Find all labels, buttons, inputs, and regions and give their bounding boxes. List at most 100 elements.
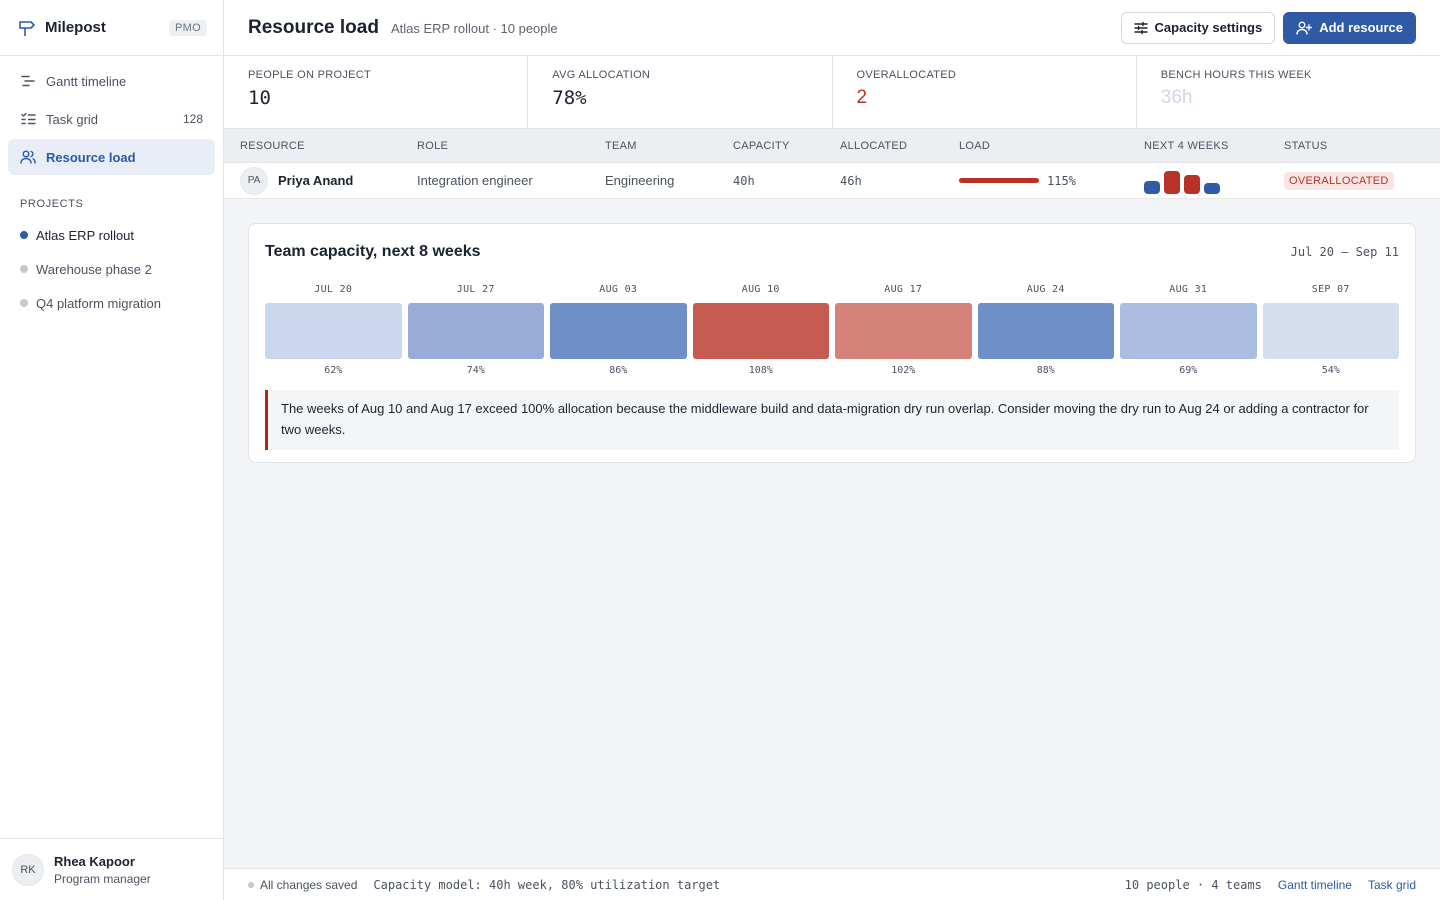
stat-bench-hours: BENCH HOURS THIS WEEK 36h <box>1137 56 1440 128</box>
sparkline-bar <box>1204 182 1220 194</box>
week-label: JUL 20 <box>314 284 353 295</box>
week-percent: 74% <box>466 365 485 376</box>
sliders-icon <box>1133 21 1148 35</box>
capacity-note: The weeks of Aug 10 and Aug 17 exceed 10… <box>265 390 1399 450</box>
user-profile[interactable]: RK Rhea Kapoor Program manager <box>0 838 223 900</box>
week-load-cell <box>692 303 829 359</box>
gantt-icon <box>20 73 36 89</box>
capacity-settings-button[interactable]: Capacity settings <box>1120 11 1276 44</box>
page-header: Resource load Atlas ERP rollout · 10 peo… <box>224 0 1440 56</box>
table-header: RESOURCE ROLE TEAM CAPACITY ALLOCATED LO… <box>224 129 1440 163</box>
stat-value: 2 <box>856 87 868 108</box>
project-dot <box>20 265 28 273</box>
column-header[interactable]: NEXT 4 WEEKS <box>1144 139 1229 152</box>
role-cell: Integration engineer <box>417 173 533 188</box>
column-header[interactable]: ROLE <box>417 139 449 152</box>
projects-heading: PROJECTS <box>20 198 84 210</box>
column-header[interactable]: CAPACITY <box>733 139 790 152</box>
add-resource-label: Add resource <box>1319 20 1403 35</box>
sparkline-bar <box>1164 170 1180 194</box>
users-icon <box>20 149 36 165</box>
load-percent: 115% <box>1047 173 1076 188</box>
column-header[interactable]: ALLOCATED <box>840 139 908 152</box>
page-title: Resource load <box>248 16 379 38</box>
stat-label: AVG ALLOCATION <box>552 69 651 81</box>
user-plus-icon <box>1296 21 1313 35</box>
save-status: All changes saved <box>260 877 358 892</box>
week-label: AUG 10 <box>741 284 780 295</box>
stats-row: PEOPLE ON PROJECT 10 AVG ALLOCATION 78% … <box>224 56 1440 129</box>
week-column[interactable]: SEP 07 54% <box>1262 284 1399 376</box>
week-load-cell <box>407 303 544 359</box>
table-row[interactable]: PA Priya Anand Integration engineer Engi… <box>224 163 1440 199</box>
week-load-cell <box>835 303 972 359</box>
week-label: AUG 31 <box>1169 284 1208 295</box>
add-resource-button[interactable]: Add resource <box>1283 11 1416 44</box>
stat-people: PEOPLE ON PROJECT 10 <box>224 56 529 128</box>
week-percent: 86% <box>609 365 628 376</box>
sidebar-item-gantt-timeline[interactable]: Gantt timeline <box>8 63 215 99</box>
stat-value: 10 <box>248 87 271 109</box>
sidebar-item-resource-load[interactable]: Resource load <box>8 139 215 175</box>
stat-label: PEOPLE ON PROJECT <box>248 69 372 81</box>
week-column[interactable]: AUG 17 102% <box>835 284 972 376</box>
project-dot <box>20 231 28 239</box>
week-percent: 62% <box>324 365 343 376</box>
week-column[interactable]: AUG 03 86% <box>550 284 687 376</box>
project-item[interactable]: Q4 platform migration <box>0 286 223 320</box>
resource-avatar: PA <box>240 166 268 195</box>
project-name: Atlas ERP rollout <box>36 227 135 243</box>
sidebar-item-label: Task grid <box>46 111 99 127</box>
week-column[interactable]: JUL 20 62% <box>265 284 402 376</box>
week-column[interactable]: AUG 24 88% <box>977 284 1114 376</box>
load-bar <box>959 178 1039 183</box>
sidebar: Milepost PMO Gantt timeline Task grid 12… <box>0 0 224 900</box>
project-item[interactable]: Warehouse phase 2 <box>0 252 223 286</box>
sidebar-nav: Gantt timeline Task grid 128 Resource lo… <box>0 56 223 184</box>
date-range: Jul 20 – Sep 11 <box>1290 245 1399 259</box>
week-label: SEP 07 <box>1311 284 1350 295</box>
column-header[interactable]: RESOURCE <box>240 139 305 152</box>
sparkline-bar <box>1184 174 1200 194</box>
footer-link-task-grid[interactable]: Task grid <box>1367 877 1416 892</box>
week-load-cell <box>550 303 687 359</box>
week-label: AUG 03 <box>599 284 638 295</box>
main-content: Resource load Atlas ERP rollout · 10 peo… <box>224 0 1440 900</box>
week-column[interactable]: JUL 27 74% <box>407 284 544 376</box>
task-count: 128 <box>182 112 203 126</box>
week-column[interactable]: AUG 10 108% <box>692 284 829 376</box>
status-bar: All changes saved Capacity model: 40h we… <box>224 868 1440 900</box>
stat-label: OVERALLOCATED <box>856 69 957 81</box>
column-header[interactable]: LOAD <box>959 139 991 152</box>
capacity-cell: 40h <box>733 173 755 188</box>
stat-value: 36h <box>1160 87 1193 108</box>
sidebar-item-label: Resource load <box>46 149 136 165</box>
footer-link-gantt[interactable]: Gantt timeline <box>1277 877 1352 892</box>
week-load-cell <box>977 303 1114 359</box>
stat-avg-allocation: AVG ALLOCATION 78% <box>528 56 833 128</box>
project-item[interactable]: Atlas ERP rollout <box>0 218 223 252</box>
week-label: JUL 27 <box>456 284 495 295</box>
team-cell: Engineering <box>605 173 675 188</box>
card-title: Team capacity, next 8 weeks <box>265 243 481 260</box>
project-dot <box>20 299 28 307</box>
column-header[interactable]: STATUS <box>1284 139 1328 152</box>
status-badge: OVERALLOCATED <box>1284 171 1394 190</box>
next-weeks-sparkline <box>1144 168 1284 194</box>
sidebar-item-task-grid[interactable]: Task grid 128 <box>8 101 215 137</box>
column-header[interactable]: TEAM <box>605 139 637 152</box>
allocated-cell: 46h <box>840 173 862 188</box>
card-header: Team capacity, next 8 weeks Jul 20 – Sep… <box>265 240 1399 264</box>
status-cell: OVERALLOCATED <box>1284 171 1424 190</box>
avatar: RK <box>12 853 44 886</box>
signpost-icon <box>17 18 37 38</box>
week-load-cell <box>1120 303 1257 359</box>
week-column[interactable]: AUG 31 69% <box>1120 284 1257 376</box>
checklist-icon <box>20 111 36 127</box>
stat-label: BENCH HOURS THIS WEEK <box>1160 69 1312 81</box>
week-label: AUG 24 <box>1026 284 1065 295</box>
capacity-model: Capacity model: 40h week, 80% utilizatio… <box>373 877 721 892</box>
team-summary: 10 people · 4 teams <box>1124 877 1262 892</box>
project-name: Warehouse phase 2 <box>36 261 152 277</box>
stat-overallocated: OVERALLOCATED 2 <box>833 56 1137 128</box>
